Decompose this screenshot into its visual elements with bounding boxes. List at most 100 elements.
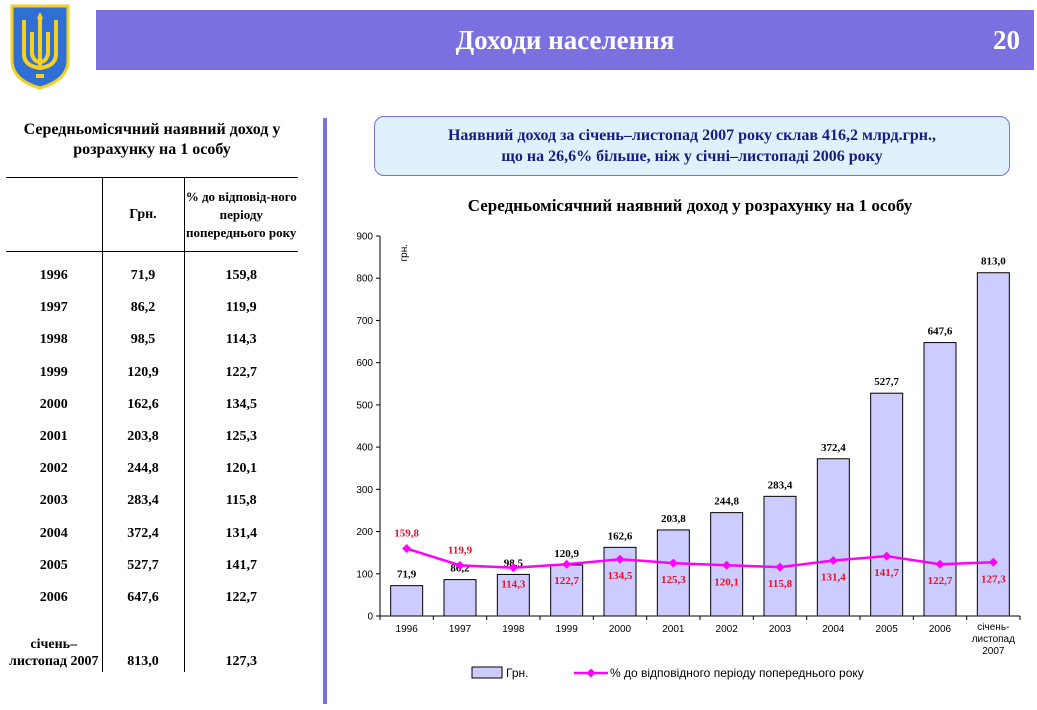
- bar-value-label: 372,4: [821, 442, 846, 454]
- cell-year: 2000: [39, 396, 68, 412]
- bar: [550, 564, 584, 617]
- pct-value-label: 131,4: [821, 572, 846, 584]
- bar-value-label: 71,9: [397, 569, 417, 581]
- cell-pct: 125,3: [225, 429, 258, 445]
- bar: [656, 529, 690, 617]
- header-grn: Грн.: [101, 177, 185, 252]
- pct-point: [668, 558, 678, 568]
- x-tick-label: 1997: [449, 624, 472, 635]
- pct-value-label: 127,3: [981, 573, 1006, 585]
- bar-value-label: 162,6: [608, 530, 633, 542]
- table-row: 2000 162,6 134,5: [6, 388, 298, 421]
- cell-pct: 122,7: [225, 589, 258, 605]
- cell-year: 1999: [39, 364, 68, 380]
- table-row: 1998 98,5 114,3: [6, 324, 298, 357]
- bar: [763, 495, 797, 617]
- pct-point: [882, 551, 892, 561]
- legend-line-label: % до відповідного періоду попереднього р…: [610, 666, 864, 680]
- x-tick-label: 2000: [609, 624, 632, 635]
- bar: [870, 392, 904, 617]
- bar-value-label: 283,4: [768, 479, 793, 491]
- callout-line-1: Наявний доход за січень–листопад 2007 ро…: [447, 127, 937, 144]
- cell-grn: 71,9: [101, 251, 185, 293]
- cell-grn: 98,5: [101, 324, 185, 357]
- table-row: 2001 203,8 125,3: [6, 420, 298, 454]
- x-tick-label: 1998: [502, 624, 525, 635]
- pct-series-line: [406, 547, 994, 569]
- y-tick-label: 0: [367, 612, 373, 623]
- pct-point: [508, 563, 518, 573]
- y-tick-label: 300: [356, 485, 373, 496]
- x-tick-label: 2006: [929, 624, 952, 635]
- cell-year: 1998: [39, 332, 68, 348]
- cell-year: 2005: [39, 557, 68, 573]
- header-bar: Доходи населення 20: [96, 10, 1034, 70]
- income-chart: 0100200300400500600700800900грн.71,986,2…: [356, 232, 1021, 680]
- x-tick-label: 2004: [822, 624, 845, 635]
- cell-pct: 134,5: [225, 396, 258, 412]
- cell-pct: 159,8: [225, 268, 258, 284]
- bar: [816, 458, 850, 617]
- cell-year: 2006: [39, 589, 68, 605]
- cell-grn: 283,4: [101, 485, 185, 518]
- x-tick-label: січень-листопад 2007: [972, 622, 1015, 657]
- bar: [923, 342, 957, 617]
- cell-pct: 122,7: [225, 364, 258, 380]
- pct-point: [988, 557, 998, 567]
- pct-value-label: 125,3: [661, 574, 686, 586]
- bar-value-label: 244,8: [714, 496, 739, 508]
- bar-value-label: 813,0: [981, 256, 1006, 268]
- coat-of-arms-emblem: [8, 2, 72, 90]
- pct-value-label: 141,7: [874, 567, 899, 579]
- bar-value-label: 203,8: [661, 513, 686, 525]
- cell-year: 2001: [39, 429, 68, 445]
- page-title: Доходи населення: [455, 25, 675, 55]
- callout-line-2: що на 26,6% більше, ніж у січні–листопад…: [501, 148, 883, 165]
- y-tick-label: 700: [356, 316, 373, 327]
- x-tick-label: 2003: [769, 624, 792, 635]
- pct-point: [402, 544, 412, 554]
- pct-point: [775, 562, 785, 572]
- cell-year: 1997: [39, 300, 68, 316]
- pct-value-label: 134,5: [608, 570, 633, 582]
- bar-value-label: 647,6: [928, 326, 953, 338]
- income-table: Грн. % до відповід-ного періоду попередн…: [6, 177, 298, 673]
- cell-grn: 244,8: [101, 453, 185, 486]
- legend-bar-label: Грн.: [506, 666, 528, 680]
- trident-icon: [10, 4, 70, 90]
- summary-callout: Наявний доход за січень–листопад 2007 ро…: [374, 116, 1010, 176]
- legend-line-marker: [586, 668, 596, 678]
- bar: [443, 579, 477, 617]
- cell-pct: 120,1: [225, 461, 258, 477]
- cell-grn: 120,9: [101, 356, 185, 389]
- y-tick-label: 600: [356, 358, 373, 369]
- y-tick-label: 900: [356, 232, 373, 243]
- table-row: 2002 244,8 120,1: [6, 453, 298, 486]
- y-tick-label: 200: [356, 527, 373, 538]
- x-tick-label: 1996: [396, 624, 419, 635]
- pct-value-label: 120,1: [714, 576, 739, 588]
- pct-value-label: 122,7: [928, 575, 953, 587]
- pct-point: [828, 556, 838, 566]
- table-row: 1997 86,2 119,9: [6, 292, 298, 325]
- cell-pct: 131,4: [225, 525, 258, 541]
- pct-value-label: 115,8: [768, 578, 793, 590]
- y-tick-label: 100: [356, 569, 373, 580]
- cell-pct: 115,8: [225, 493, 257, 509]
- pct-point: [615, 554, 625, 564]
- cell-year: січень–листопад 2007: [9, 637, 99, 670]
- bar: [390, 585, 424, 617]
- pct-value-label: 159,8: [394, 528, 419, 540]
- bar: [496, 573, 530, 617]
- cell-grn: 647,6: [101, 581, 185, 615]
- x-tick-label: 2002: [716, 624, 739, 635]
- table-row: 1996 71,9 159,8: [6, 251, 298, 293]
- x-tick-label: 2001: [662, 624, 685, 635]
- pct-value-label: 119,9: [448, 544, 473, 556]
- cell-year: 2004: [39, 525, 68, 541]
- cell-grn: 86,2: [101, 292, 185, 325]
- cell-pct: 127,3: [225, 654, 258, 670]
- page-number: 20: [993, 25, 1020, 55]
- table-row: 2004 372,4 131,4: [6, 517, 298, 550]
- table-row: 2006 647,6 122,7: [6, 581, 298, 615]
